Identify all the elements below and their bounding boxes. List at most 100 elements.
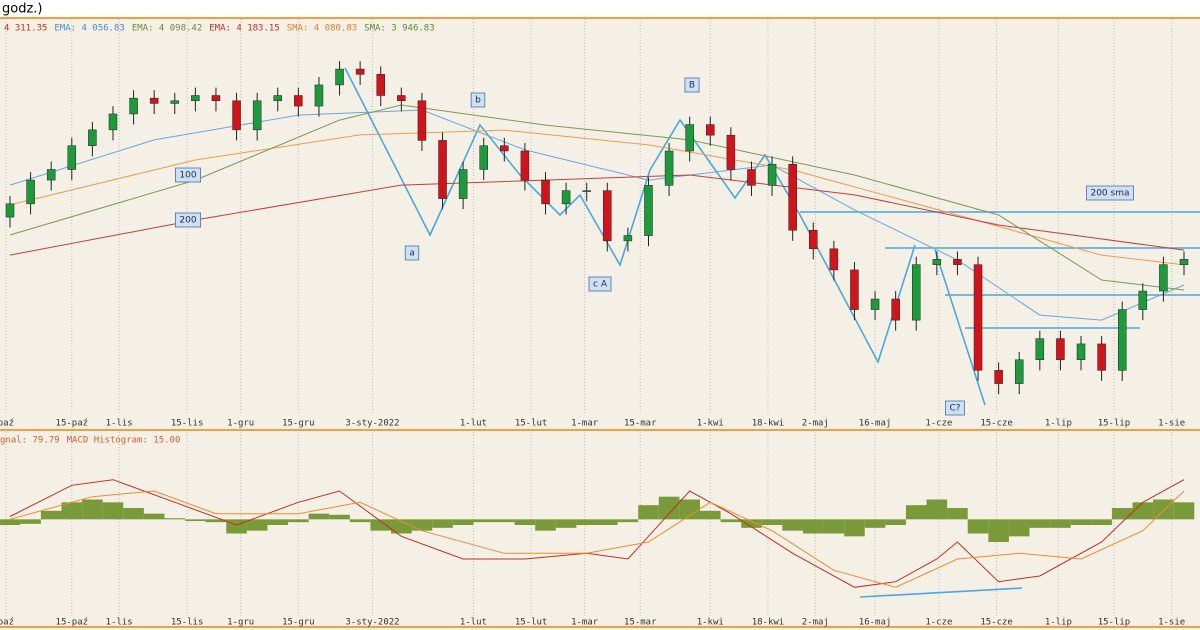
histogram-bar bbox=[699, 510, 721, 520]
histogram-bar bbox=[679, 499, 700, 520]
histogram-bar bbox=[988, 519, 1009, 542]
candle-body bbox=[1179, 259, 1189, 265]
candle-body bbox=[417, 100, 427, 141]
x-tick-label: paź bbox=[0, 419, 14, 429]
annotation: 100 bbox=[175, 167, 201, 183]
legend-entry: SMA: 4 080.83 bbox=[287, 24, 357, 34]
x-tick-label: 1-lis bbox=[106, 419, 133, 429]
candle-body bbox=[747, 169, 756, 186]
candle-body bbox=[191, 95, 200, 102]
x-tick-label: 1-lis bbox=[106, 618, 133, 628]
candle-body bbox=[850, 269, 859, 310]
annotation-label: 200 sma bbox=[1090, 189, 1129, 199]
candle-body bbox=[273, 95, 283, 102]
candle-body bbox=[335, 68, 344, 86]
histogram-bar bbox=[61, 502, 83, 520]
x-tick-label: 16-maj bbox=[859, 618, 892, 628]
candle-body bbox=[438, 140, 447, 199]
histogram-bar bbox=[947, 508, 968, 520]
indicator-line bbox=[9, 109, 1185, 321]
candle-body bbox=[1097, 343, 1106, 371]
candle-body bbox=[376, 74, 385, 96]
x-tick-label: 1-gru bbox=[227, 618, 254, 628]
histogram-bar bbox=[844, 519, 865, 537]
x-tick-label: 1-mar bbox=[571, 419, 599, 429]
candle-body bbox=[623, 235, 633, 242]
x-tick-label: 16-maj bbox=[859, 419, 892, 429]
candle-body bbox=[891, 298, 900, 321]
candle-body bbox=[1138, 290, 1148, 310]
histogram-bar bbox=[658, 496, 680, 520]
histogram-bar bbox=[370, 519, 392, 531]
candle-body bbox=[355, 68, 365, 75]
candle-body bbox=[520, 150, 530, 181]
indicator-line bbox=[9, 174, 1185, 256]
histogram-bar bbox=[1111, 508, 1133, 520]
annotation: B bbox=[684, 77, 700, 93]
legend-entry: EMA: 4 098.42 bbox=[132, 24, 202, 34]
candle-body bbox=[953, 259, 962, 265]
x-tick-label: 15-lip bbox=[1098, 419, 1131, 429]
x-tick-label: 1-lut bbox=[460, 618, 487, 628]
histogram-bar bbox=[205, 519, 227, 523]
x-tick-label: 2-maj bbox=[802, 419, 829, 429]
annotation-box bbox=[175, 212, 201, 228]
annotation-label: 200 bbox=[179, 216, 196, 226]
annotation-label: C? bbox=[949, 404, 960, 414]
histogram-bar bbox=[885, 519, 906, 525]
histogram-bar bbox=[143, 513, 165, 520]
x-tick-label: 15-mar bbox=[624, 618, 657, 628]
x-tick-label: 1-kwi bbox=[697, 618, 724, 628]
x-tick-label: 15-paź bbox=[56, 618, 89, 628]
candle-body bbox=[973, 264, 983, 371]
histogram-bar bbox=[1153, 499, 1174, 520]
legend-entry: EMA: 4 056.83 bbox=[54, 24, 124, 34]
histogram-bar bbox=[555, 519, 577, 528]
wave-line bbox=[934, 249, 986, 406]
candle-body bbox=[1117, 309, 1127, 371]
histogram-bar bbox=[1070, 519, 1092, 525]
histogram-bar bbox=[82, 499, 103, 520]
indicator-line bbox=[9, 490, 1185, 588]
candle-body bbox=[397, 95, 406, 102]
annotation-box bbox=[684, 77, 700, 93]
histogram-bar bbox=[1091, 519, 1112, 525]
annotation: 200 bbox=[175, 212, 201, 228]
candle-body bbox=[1056, 338, 1065, 361]
legend-entry: MACD Histogram: 15.00 bbox=[67, 436, 181, 446]
candle-body bbox=[726, 134, 736, 170]
x-tick-label: 18-kwi bbox=[752, 419, 785, 429]
x-tick-label: 15-lis bbox=[171, 419, 204, 429]
candle-body bbox=[582, 190, 591, 192]
candle-body bbox=[26, 179, 35, 205]
candle-body bbox=[108, 113, 118, 131]
annotation-box bbox=[588, 276, 612, 292]
divergence-line bbox=[859, 587, 1023, 598]
histogram-bar bbox=[102, 502, 124, 520]
histogram-bar bbox=[638, 505, 659, 520]
candle-body bbox=[500, 145, 509, 152]
annotation-box bbox=[1086, 185, 1134, 201]
candle-body bbox=[1035, 338, 1045, 361]
histogram-bar bbox=[1050, 519, 1071, 528]
candle-body bbox=[932, 259, 942, 265]
annotation: C? bbox=[945, 400, 965, 416]
candle-body bbox=[294, 95, 303, 107]
legend-entry: gnal: 79.79 bbox=[0, 436, 60, 446]
histogram-bar bbox=[185, 519, 206, 522]
x-tick-label: 1-sie bbox=[1158, 618, 1185, 628]
x-tick-label: 1-mar bbox=[571, 618, 599, 628]
x-tick-label: 15-cze bbox=[980, 419, 1013, 429]
histogram-bar bbox=[1173, 502, 1195, 520]
x-tick-label: 1-lut bbox=[460, 419, 487, 429]
x-tick-label: 15-mar bbox=[624, 419, 657, 429]
x-tick-label: 15-cze bbox=[980, 618, 1013, 628]
histogram-bar bbox=[596, 519, 618, 525]
histogram-bar bbox=[535, 519, 556, 531]
histogram-bar bbox=[905, 505, 927, 520]
annotation-label: B bbox=[689, 81, 695, 91]
chart-title: godz.) bbox=[2, 2, 43, 17]
candle-body bbox=[170, 100, 180, 104]
histogram-bar bbox=[720, 519, 742, 523]
